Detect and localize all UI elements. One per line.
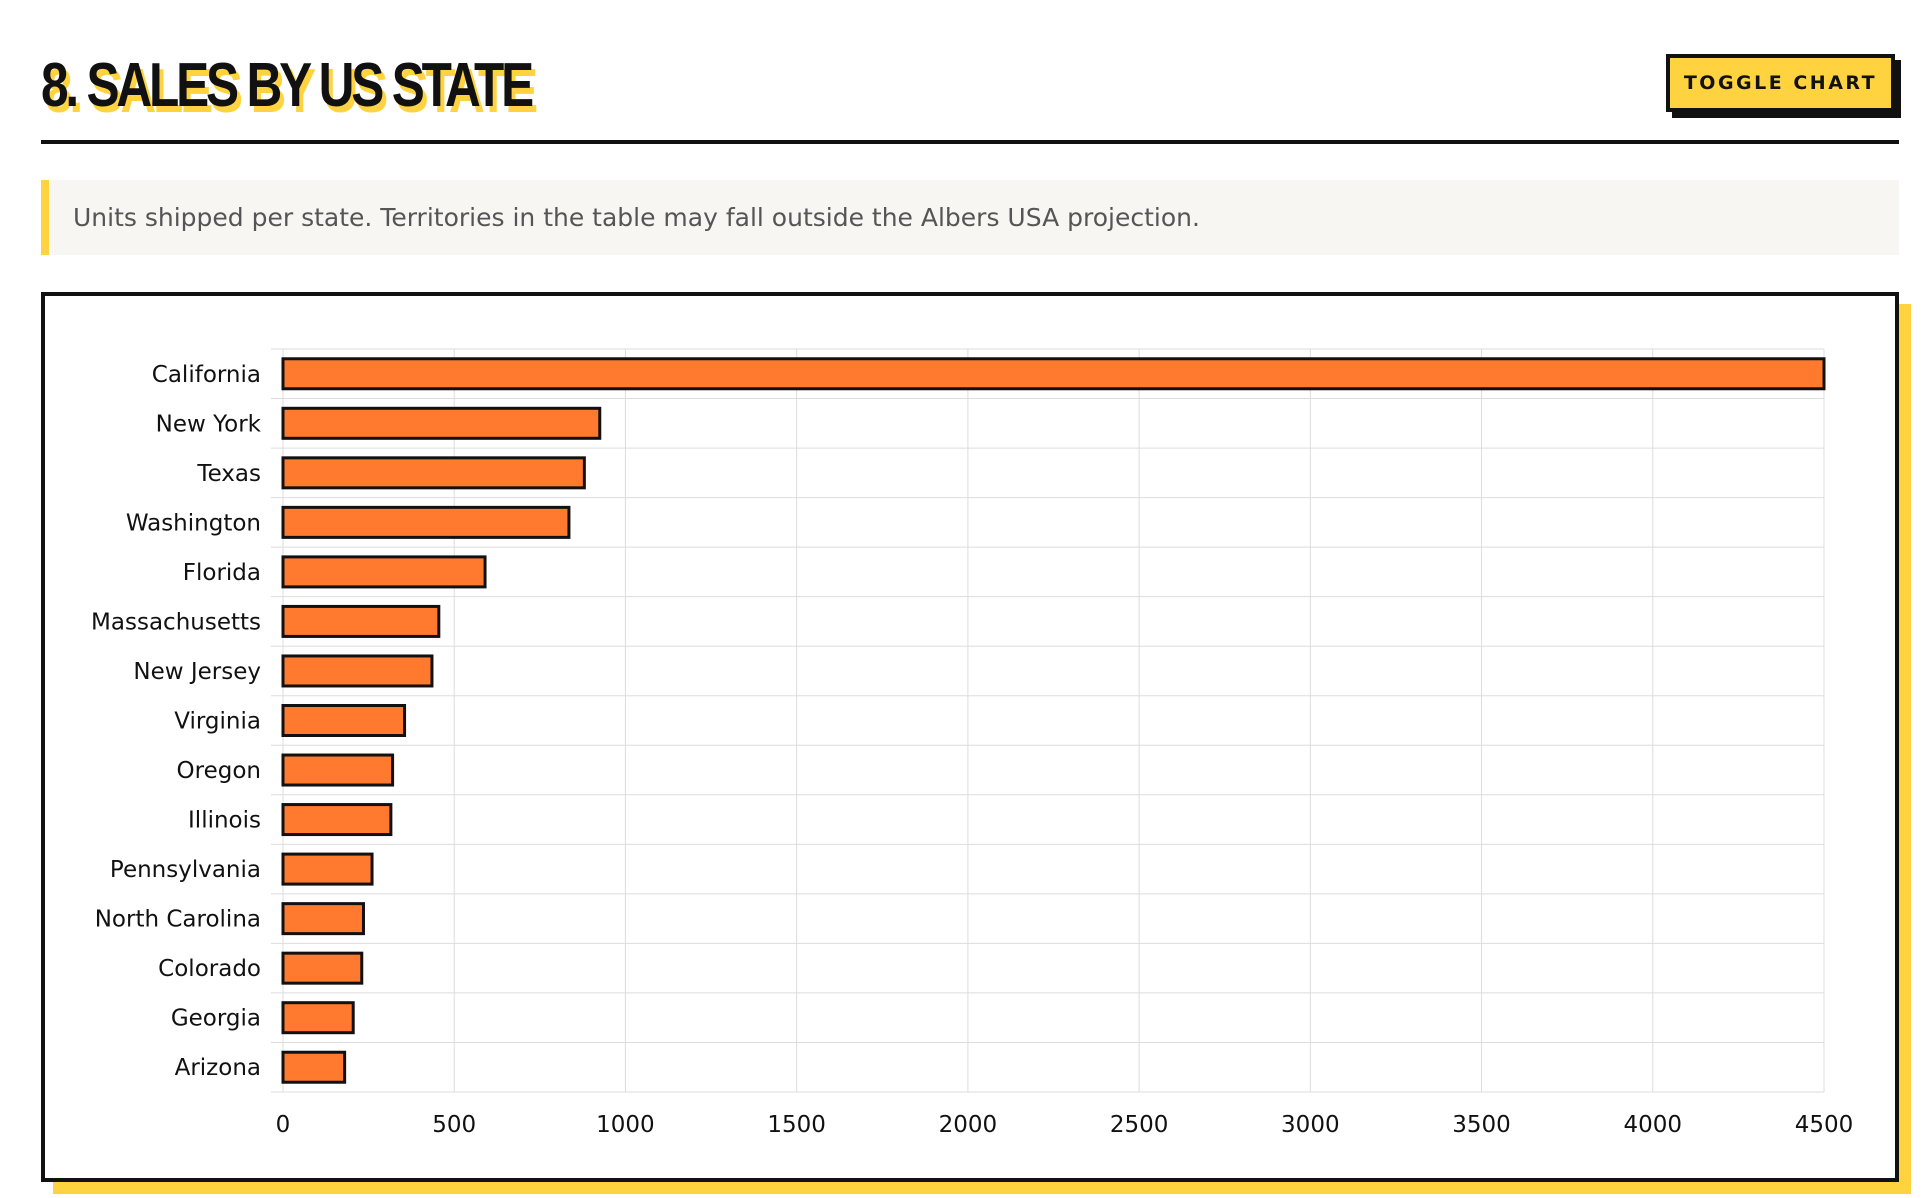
chart-note-text: Units shipped per state. Territories in … [73, 203, 1200, 232]
bar-chart: California New York Texas Washington Florida… [91, 348, 1854, 1138]
y-category-label: Pennsylvania [110, 857, 261, 883]
bar [281, 704, 407, 737]
bar [281, 505, 571, 539]
bar [281, 357, 1826, 391]
bar [281, 1050, 347, 1084]
x-tick-label: 3500 [1452, 1112, 1511, 1138]
y-category-label: Massachusetts [91, 609, 261, 635]
y-category-label: Illinois [188, 808, 261, 834]
bar [281, 951, 364, 985]
x-tick-label: 4500 [1795, 1112, 1854, 1138]
bars [281, 357, 1826, 1084]
x-tick-label: 500 [432, 1112, 476, 1138]
bar [281, 753, 395, 787]
page-title: 8. SALES BY US STATE [41, 51, 534, 120]
y-category-label: Texas [196, 461, 261, 487]
y-category-label: New Jersey [133, 659, 261, 685]
bar [281, 456, 586, 490]
x-tick-label: 1000 [596, 1112, 655, 1138]
y-axis-labels: California New York Texas Washington Florida… [91, 362, 262, 1081]
x-axis-labels: 0 500 1000 1500 2000 2500 3000 3500 4000 4500 [276, 1112, 1854, 1138]
y-category-label: Arizona [175, 1055, 261, 1081]
section-header: 8. SALES BY US STATE TOGGLE CHART [41, 40, 1899, 144]
y-category-label: Georgia [171, 1006, 261, 1032]
toggle-chart-button[interactable]: TOGGLE CHART [1666, 54, 1895, 112]
bar [281, 604, 441, 638]
y-category-label: North Carolina [95, 907, 261, 933]
bar [281, 406, 602, 440]
bar [281, 654, 434, 688]
bar [281, 852, 374, 886]
x-tick-label: 0 [276, 1112, 291, 1138]
y-category-label: California [152, 362, 261, 388]
y-category-label: Colorado [158, 956, 261, 982]
bar [281, 902, 365, 936]
chart-note: Units shipped per state. Territories in … [41, 180, 1899, 255]
bar [281, 803, 393, 837]
y-category-label: Florida [183, 560, 261, 586]
bar [281, 1001, 355, 1035]
x-tick-label: 3000 [1281, 1112, 1340, 1138]
chart-card: California New York Texas Washington Florida… [41, 292, 1899, 1182]
x-tick-label: 2500 [1110, 1112, 1169, 1138]
y-category-label: Washington [126, 510, 261, 536]
grid-lines [271, 348, 1825, 1093]
y-category-label: New York [156, 411, 262, 437]
x-tick-label: 4000 [1624, 1112, 1683, 1138]
x-tick-label: 2000 [939, 1112, 998, 1138]
bar [281, 555, 487, 589]
x-tick-label: 1500 [767, 1112, 826, 1138]
y-category-label: Oregon [177, 758, 261, 784]
y-category-label: Virginia [174, 709, 261, 735]
